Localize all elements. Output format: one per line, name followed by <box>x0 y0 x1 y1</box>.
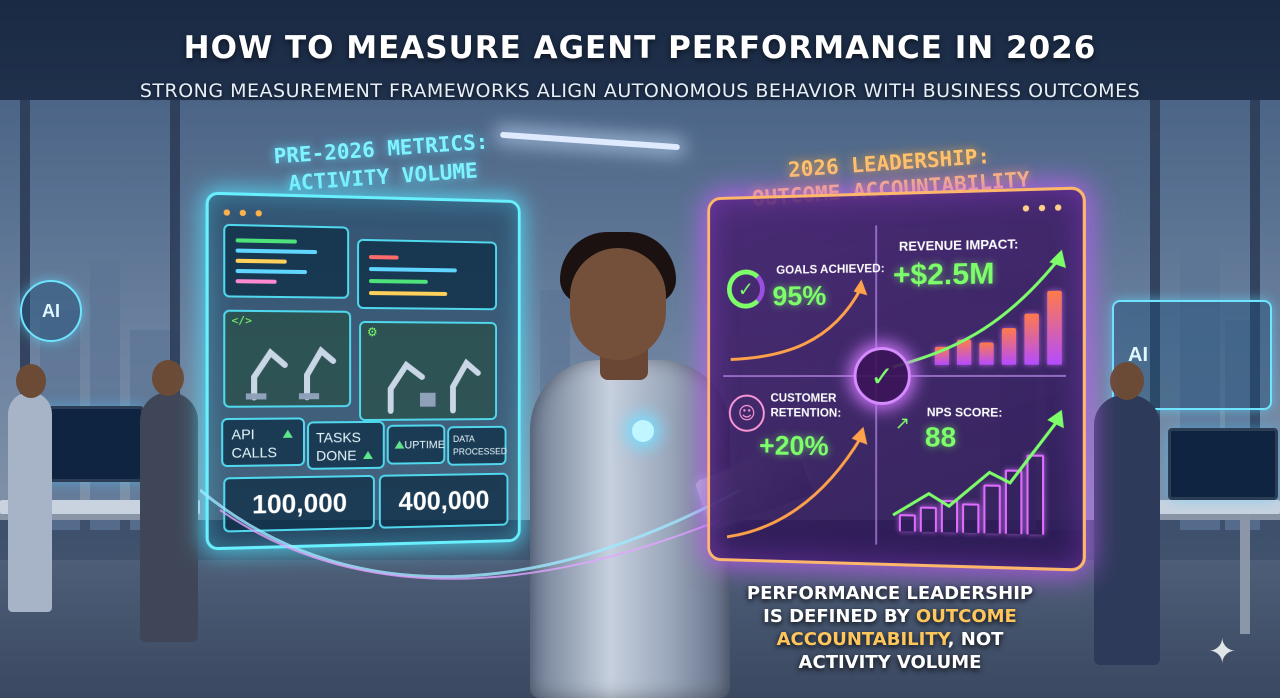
robot-arm-icon <box>371 341 486 415</box>
gear-icon: ⚙ <box>367 325 378 339</box>
nps-trend-line <box>889 405 1070 529</box>
window-controls: ● ● ● <box>1022 202 1065 212</box>
caption-highlight: OUTCOME <box>916 606 1017 627</box>
caption-line4: ACTIVITY VOLUME <box>720 651 1060 674</box>
robot-arm-icon <box>236 330 342 401</box>
goals-trend-line <box>727 273 871 363</box>
caption-highlight: ACCOUNTABILITY <box>777 629 948 650</box>
code-window <box>357 239 497 310</box>
robot-arm-window: ⚙ <box>359 321 497 421</box>
caption-line3: ACCOUNTABILITY, NOT <box>720 628 1060 651</box>
sparkle-icon: ✦ <box>1208 632 1237 672</box>
trend-up-icon <box>395 441 405 449</box>
energy-swirl <box>200 450 760 610</box>
background-worker <box>8 392 52 612</box>
worker-head <box>152 360 184 396</box>
page-subtitle: STRONG MEASUREMENT FRAMEWORKS ALIGN AUTO… <box>0 80 1280 102</box>
center-check-icon: ✓ <box>854 347 911 405</box>
background-monitor <box>1168 428 1278 500</box>
robot-arm-window: </> <box>223 310 351 408</box>
page-title: HOW TO MEASURE AGENT PERFORMANCE IN 2026 <box>0 30 1280 66</box>
revenue-trend-line <box>891 247 1070 371</box>
background-worker <box>140 392 198 642</box>
code-window <box>223 224 349 299</box>
desk-leg <box>1240 514 1250 634</box>
background-worker <box>1094 395 1160 665</box>
code-icon: </> <box>231 314 251 327</box>
trend-up-icon <box>283 430 293 438</box>
window-controls: ● ● ● <box>223 207 265 217</box>
caption-line1: PERFORMANCE LEADERSHIP <box>720 582 1060 605</box>
retention-label: CUSTOMER RETENTION: <box>771 391 842 421</box>
caption-line2: IS DEFINED BY OUTCOME <box>720 605 1060 628</box>
presenter-face <box>570 248 666 360</box>
retention-trend-line <box>727 422 871 543</box>
conclusion-caption: PERFORMANCE LEADERSHIP IS DEFINED BY OUT… <box>720 582 1060 674</box>
worker-head <box>1110 362 1144 400</box>
ai-hologram-left: AI <box>20 280 82 342</box>
outcome-metrics-panel: ● ● ● ✓ GOALS ACHIEVED: 95% REVENUE IMPA… <box>707 186 1086 571</box>
worker-head <box>16 364 46 398</box>
chest-light <box>632 420 654 442</box>
